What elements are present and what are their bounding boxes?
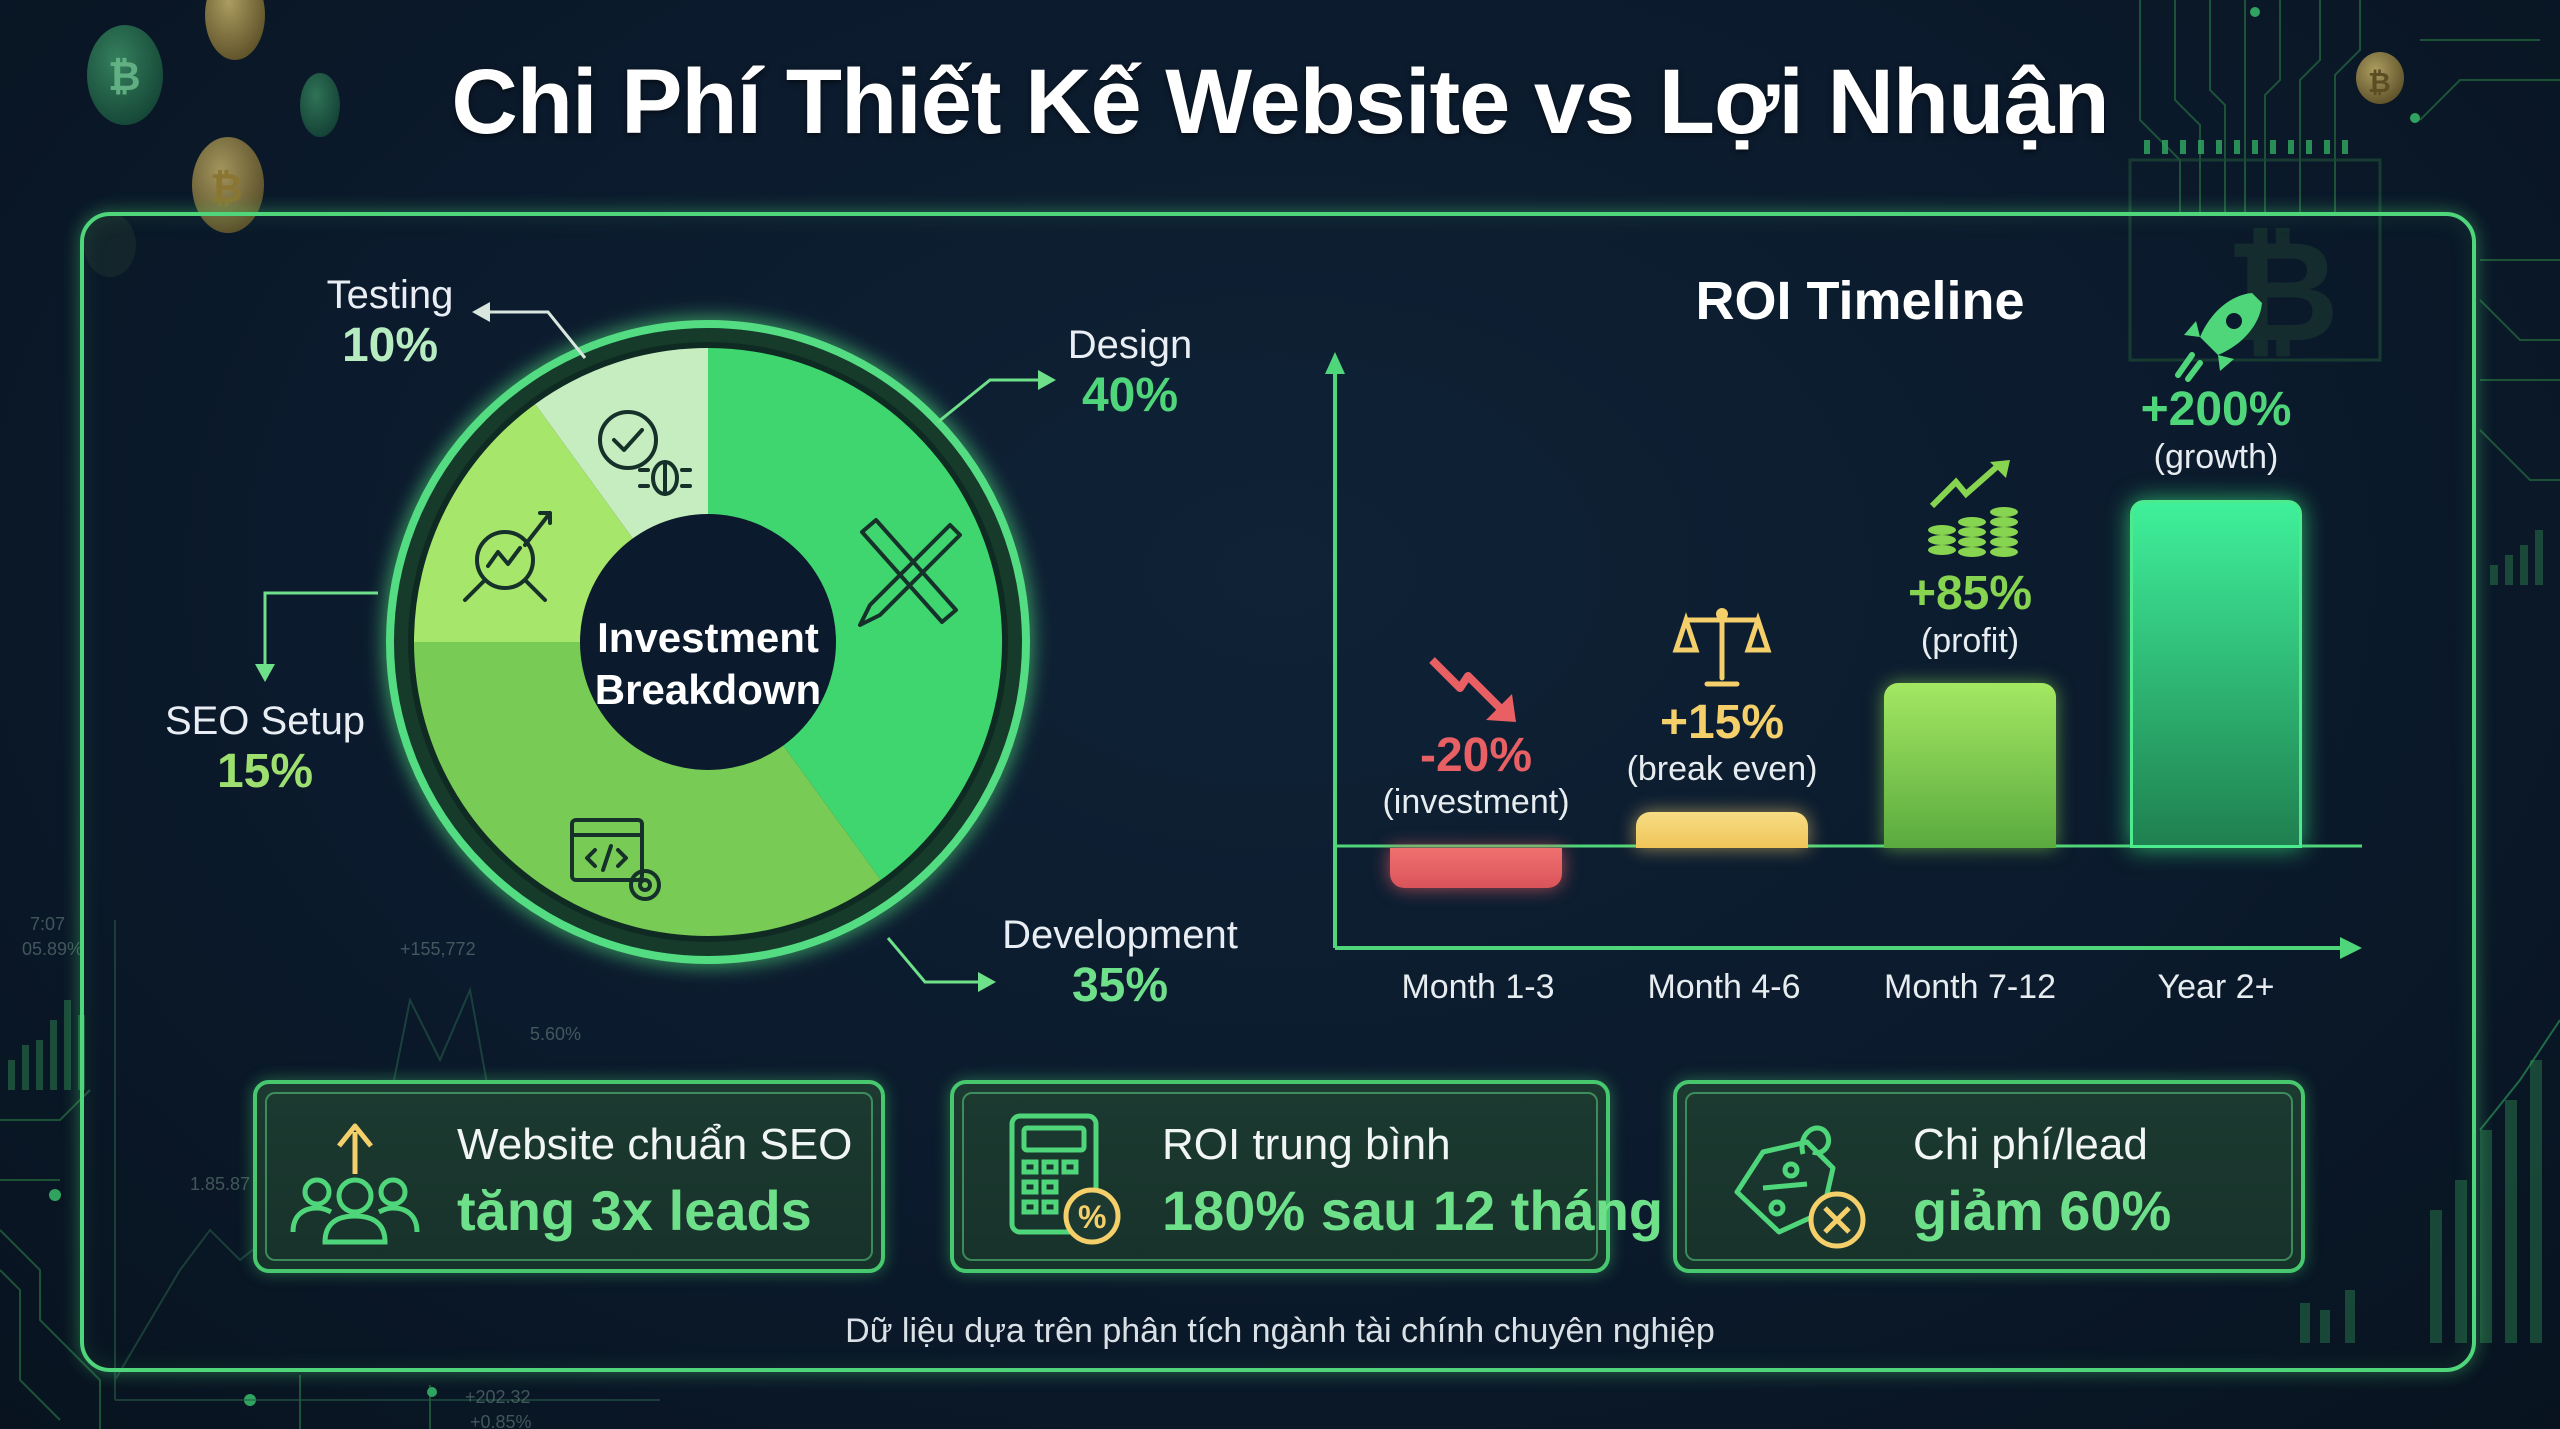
svg-text:1.85.87: 1.85.87: [190, 1174, 250, 1194]
magnifier-trend-icon: [463, 511, 552, 602]
card-cpl-line1: Chi phí/lead: [1913, 1120, 2148, 1169]
donut-slice-development: [414, 642, 881, 937]
donut-slice-design: [708, 348, 1003, 880]
investment-donut-chart: [255, 302, 1056, 992]
card-roi-line2: 180% sau 12 tháng: [1162, 1179, 1664, 1242]
svg-text:5.60%: 5.60%: [530, 1024, 581, 1044]
card-seo-line1: Website chuẩn SEO: [457, 1120, 853, 1169]
svg-text:05.89%: 05.89%: [22, 939, 83, 959]
roi-note-year-2: (growth): [2153, 438, 2279, 476]
card-seo-line2: tăng 3x leads: [457, 1179, 812, 1242]
roi-bar-month-1-3: [1390, 848, 1562, 888]
page-title: Chi Phí Thiết Kế Website vs Lợi Nhuận: [451, 51, 2109, 153]
x-tick-year-2: Year 2+: [2157, 968, 2275, 1006]
svg-text:+0.85%: +0.85%: [470, 1412, 532, 1429]
pct-design: 40%: [1081, 369, 1179, 422]
donut-center-line1: Investment: [597, 614, 819, 661]
roi-bar-year-2: [2130, 500, 2302, 848]
pct-development: 35%: [1071, 959, 1169, 1012]
calculator-percent-icon: %: [1009, 1113, 1121, 1245]
roi-note-month-7-12: (profit): [1920, 622, 2020, 660]
svg-text:₿: ₿: [2225, 213, 2339, 370]
stat-card-seo-leads: Website chuẩn SEO tăng 3x leads: [253, 1080, 885, 1273]
donut-center-line2: Breakdown: [594, 666, 822, 713]
card-roi-line1: ROI trung bình: [1162, 1120, 1451, 1169]
label-seo-setup: SEO Setup 15%: [150, 698, 380, 799]
svg-text:₿: ₿: [108, 55, 141, 99]
pct-testing: 10%: [341, 319, 439, 372]
svg-text:+155,772: +155,772: [400, 939, 476, 959]
svg-text:%: %: [1078, 1199, 1106, 1235]
coins-trend-up-icon: [1928, 460, 2018, 557]
roi-note-month-4-6: (break even): [1626, 750, 1818, 788]
x-tick-month-1-3: Month 1-3: [1401, 968, 1555, 1006]
label-design: Design 40%: [1040, 322, 1220, 423]
svg-text:+202.32: +202.32: [465, 1387, 531, 1407]
label-testing: Testing 10%: [300, 272, 480, 373]
x-tick-month-7-12: Month 7-12: [1884, 968, 2056, 1006]
roi-note-month-1-3: (investment): [1382, 783, 1570, 821]
users-arrow-up-icon: [290, 1123, 420, 1245]
code-window-gear-icon: [570, 818, 661, 901]
svg-text:7:07: 7:07: [30, 914, 65, 934]
x-tick-month-4-6: Month 4-6: [1647, 968, 1801, 1006]
roi-bar-month-4-6: [1636, 812, 1808, 848]
data-source-footnote: Dữ liệu dựa trên phân tích ngành tài chí…: [845, 1312, 1715, 1350]
roi-chart-title: ROI Timeline: [1695, 271, 2025, 331]
stat-card-roi-average: % ROI trung bình 180% sau 12 tháng: [950, 1080, 1663, 1273]
price-tag-cancel-icon: [1734, 1125, 1866, 1249]
card-cpl-line2: giảm 60%: [1913, 1179, 2172, 1242]
donut-center-label: Investment Breakdown: [583, 612, 833, 716]
main-panel-frame: [80, 212, 2476, 1372]
roi-bar-month-7-12: [1884, 683, 2056, 848]
stat-card-cost-per-lead: Chi phí/lead giảm 60%: [1673, 1080, 2305, 1273]
pencil-ruler-icon: [858, 518, 962, 627]
svg-text:₿: ₿: [210, 167, 243, 211]
rocket-icon: [2175, 293, 2262, 382]
roi-value-year-2: +200%: [2140, 383, 2292, 436]
trend-down-arrow-icon: [1429, 657, 1516, 722]
svg-text:₿: ₿: [2368, 67, 2391, 98]
roi-value-month-4-6: +15%: [1659, 696, 1785, 749]
label-development: Development 35%: [980, 912, 1260, 1013]
badge-check-bug-icon: [598, 410, 692, 496]
balance-scale-icon: [1672, 608, 1772, 687]
roi-value-month-1-3: -20%: [1419, 729, 1533, 782]
pct-seo-setup: 15%: [216, 745, 314, 798]
roi-value-month-7-12: +85%: [1907, 567, 2033, 620]
